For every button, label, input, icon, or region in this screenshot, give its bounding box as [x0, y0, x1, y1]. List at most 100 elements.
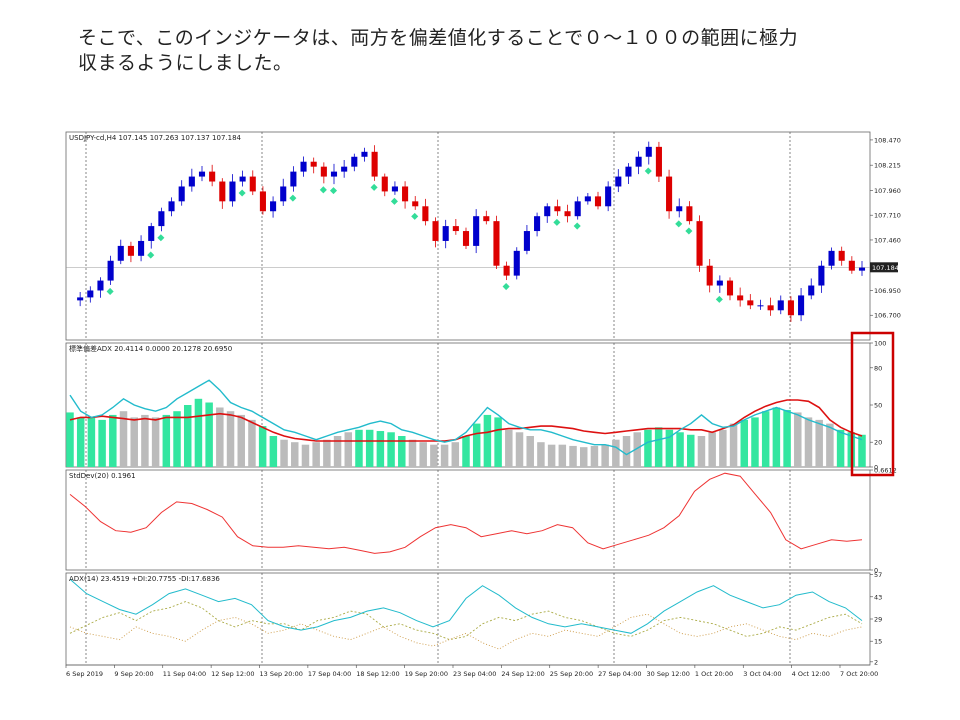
histogram-bar: [505, 429, 513, 467]
histogram-bar: [323, 439, 331, 467]
time-axis: 6 Sep 2019 9 Sep 20:00 11 Sep 04:00 12 Sep …: [65, 665, 878, 678]
candle-body: [848, 260, 855, 271]
histogram-bar: [462, 436, 470, 467]
current-price-label: 107.184: [872, 264, 899, 272]
histogram-bar: [301, 444, 310, 467]
x-tick-label: 30 Sep 12:00: [647, 670, 690, 678]
y-tick-label: 107.710: [874, 212, 901, 220]
current-price-tag: [870, 262, 898, 273]
histogram-bar: [312, 442, 320, 467]
candle-body: [615, 176, 622, 187]
histogram-bar: [216, 407, 224, 467]
histogram-bar: [355, 429, 363, 467]
histogram-bar: [547, 444, 556, 467]
signal-diamond: [553, 218, 561, 226]
histogram-bar: [76, 417, 85, 467]
signal-diamond: [390, 197, 398, 205]
histogram-bar: [633, 432, 641, 467]
adx-deviation-line: [69, 379, 863, 456]
histogram-bar: [783, 409, 791, 467]
histogram-bar: [708, 432, 716, 467]
x-tick-label: 1 Oct 20:00: [695, 670, 733, 678]
panel-border-3: [65, 469, 871, 571]
y-tick-label: 0.6612: [874, 467, 897, 475]
y-tick-label: 80: [874, 364, 882, 372]
caption-line-2: 収まるようにしました。: [78, 52, 293, 74]
signal-diamond: [319, 186, 327, 194]
y-tick-label: 106.700: [874, 312, 901, 320]
candle-body: [412, 201, 419, 207]
signal-diamond: [157, 234, 165, 242]
histogram-bar: [676, 432, 684, 467]
histogram-bar: [87, 417, 96, 467]
candle-body: [87, 290, 94, 298]
histogram-bar: [226, 411, 235, 467]
candle-body: [635, 156, 642, 167]
x-tick-label: 6 Sep 2019: [66, 670, 103, 678]
candle-body: [148, 226, 155, 241]
candle-body: [402, 186, 409, 202]
histogram-bar: [151, 417, 160, 467]
signal-diamond: [106, 287, 114, 295]
candle-body: [452, 226, 459, 232]
histogram-bar: [258, 426, 267, 467]
price-panel[interactable]: 107.184 108.470 108.215 107.960 107.710 107.4…: [66, 134, 901, 322]
histogram-bar: [826, 423, 834, 467]
histogram-bar: [558, 444, 567, 467]
signal-diamond: [675, 220, 683, 228]
histogram-bar: [483, 414, 492, 467]
candle-body: [219, 181, 226, 202]
x-tick-label: 17 Sep 04:00: [308, 670, 351, 678]
candle-body: [483, 216, 490, 222]
histogram-bar: [173, 411, 181, 467]
candle-body: [737, 295, 744, 301]
candle-body: [625, 166, 632, 177]
candle-body: [828, 250, 835, 266]
stddev-line: [69, 472, 863, 554]
histogram-bar: [365, 429, 374, 467]
candle-body: [462, 231, 470, 246]
histogram-bar: [205, 402, 213, 467]
candle-body: [747, 300, 754, 306]
candle-body: [493, 221, 500, 266]
candle-body: [198, 171, 206, 177]
candle-body: [798, 295, 805, 316]
candle-body: [564, 211, 571, 217]
candle-body: [361, 151, 368, 157]
indicator-header: 標準偏差ADX 20.4114 0.0000 20.1278 20.6950: [69, 344, 232, 353]
y-tick-label: 107.460: [874, 236, 901, 244]
chart-frame: [65, 131, 871, 666]
x-tick-label: 7 Oct 20:00: [840, 670, 878, 678]
candle-body: [168, 201, 175, 212]
candle-body: [371, 151, 378, 177]
histogram-bar: [398, 436, 406, 467]
histogram-bar: [794, 412, 802, 467]
x-tick-label: 24 Sep 12:00: [501, 670, 544, 678]
candle-body: [209, 171, 216, 182]
histogram-bar: [537, 442, 545, 467]
scale-highlight-box: [850, 331, 895, 477]
candle-body: [686, 206, 693, 222]
adx-panel[interactable]: 57 43 29 15 2 ADX(14) 23.4519 +DI:20.7755 -DI…: [69, 571, 882, 666]
plus-di-line: [69, 601, 863, 641]
histogram-bar: [472, 423, 481, 467]
y-tick-label: 57: [874, 571, 882, 579]
candle-body: [239, 176, 246, 182]
histogram-bar: [569, 445, 577, 467]
stddev-adx-panel[interactable]: 100 80 50 20 0 標準偏差ADX 20.4114 0.0000 20.1278…: [66, 340, 886, 472]
histogram-bar: [772, 407, 781, 467]
candle-body: [696, 221, 703, 266]
candle-body: [188, 176, 195, 187]
histogram-bar: [183, 405, 192, 467]
histogram-bar: [344, 432, 353, 467]
x-tick-label: 12 Sep 12:00: [211, 670, 254, 678]
signal-diamond: [715, 295, 723, 303]
candle-body: [655, 146, 662, 177]
candle-body: [290, 171, 297, 187]
y-tick-label: 100: [874, 340, 886, 348]
candle-body: [676, 206, 683, 212]
candle-body: [605, 186, 612, 207]
histogram-bar: [130, 417, 138, 467]
histogram-bar: [751, 417, 759, 467]
